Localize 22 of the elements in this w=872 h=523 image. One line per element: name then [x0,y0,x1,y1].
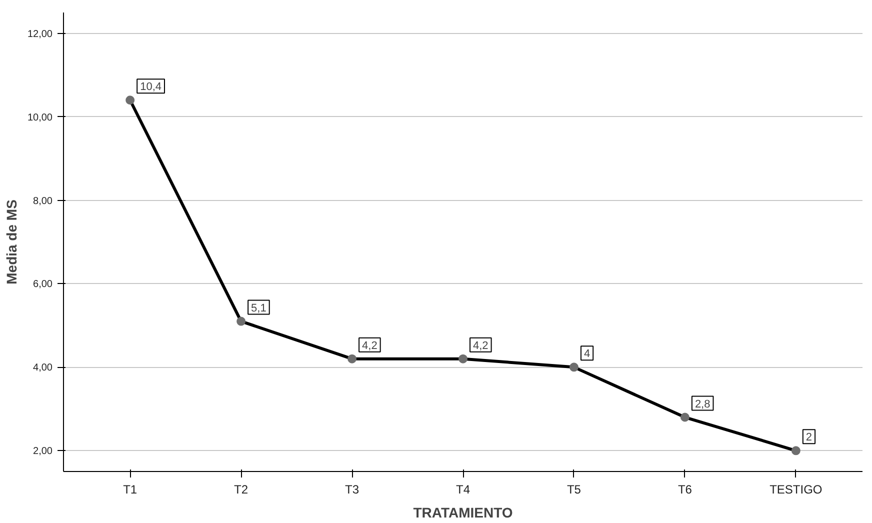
y-tick-label: 12,00 [27,28,53,40]
data-label: 10,4 [140,81,162,94]
y-tick-label: 2,00 [33,446,53,458]
x-axis-title: TRATAMIENTO [413,504,513,520]
y-tick-label: 4,00 [33,362,53,374]
x-tick-label: T1 [123,482,138,496]
y-tick-label: 8,00 [33,196,53,207]
y-axis-title: Media de MS [3,200,20,284]
data-label: 2 [806,432,812,444]
x-tick-label: T6 [678,482,692,496]
x-tick-label: T3 [345,482,360,496]
data-label: 5,1 [251,302,266,314]
y-tick-label: 6,00 [33,279,53,290]
x-tick-label: TESTIGO [770,482,822,496]
x-tick-label: T5 [566,482,582,496]
data-label: 4,2 [473,340,488,352]
data-label: 4 [584,348,590,360]
y-tick-label: 10,00 [27,112,53,124]
x-tick-label: T4 [456,482,470,496]
x-tick-label: T2 [234,482,248,496]
data-label: 2,8 [694,398,710,410]
data-label: 4,2 [362,340,378,352]
